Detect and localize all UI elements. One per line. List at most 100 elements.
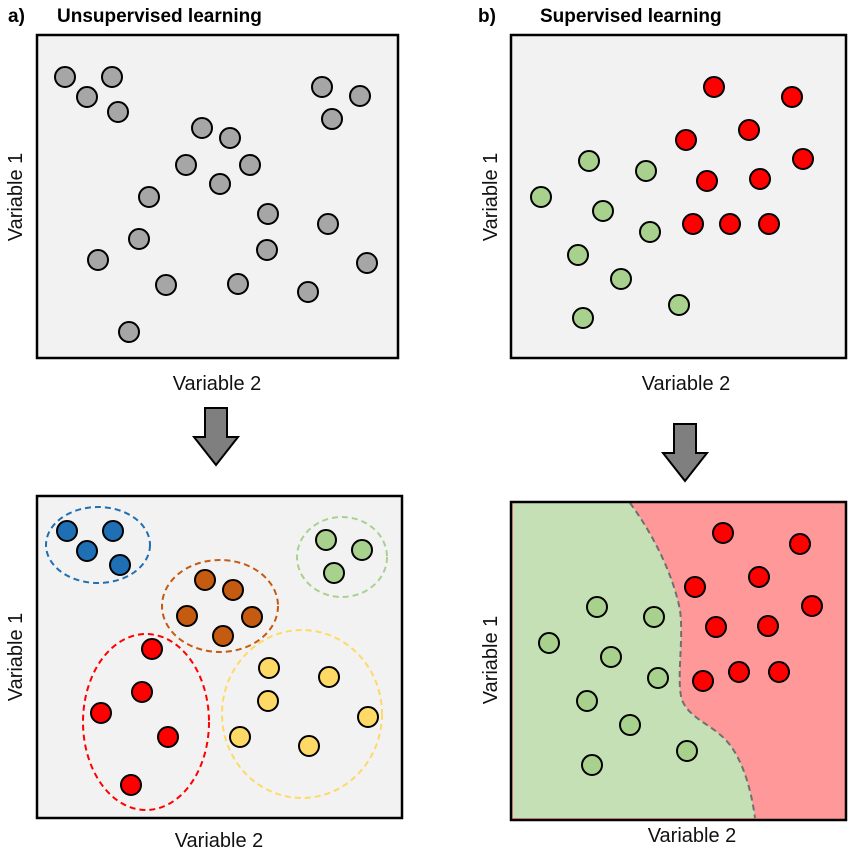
red-class-point <box>719 213 741 235</box>
green-cluster-point <box>315 529 337 551</box>
unlabeled-point <box>257 203 279 225</box>
panel-c-ylabel: Variable 1 <box>5 613 27 702</box>
green-class-point <box>600 646 622 668</box>
red-class-point <box>757 615 779 637</box>
green-class-point <box>643 606 665 628</box>
panel-b-title: Supervised learning <box>540 6 722 27</box>
red-class-point <box>682 213 704 235</box>
green-class-point <box>610 268 632 290</box>
green-class-point <box>639 221 661 243</box>
yellow-cluster-point <box>357 706 379 728</box>
unlabeled-point <box>191 117 213 139</box>
green-class-point <box>567 244 589 266</box>
green-class-point <box>576 690 598 712</box>
red-class-point <box>758 213 780 235</box>
red-class-point <box>684 576 706 598</box>
panel-a-ylabel: Variable 1 <box>5 153 27 242</box>
unlabeled-point <box>209 173 231 195</box>
red-class-point <box>675 129 697 151</box>
green-class-point <box>635 160 657 182</box>
unlabeled-point <box>239 154 261 176</box>
green-class-point <box>530 186 552 208</box>
arrow-b-to-d <box>660 423 710 483</box>
red-cluster-ellipse <box>82 633 210 811</box>
unlabeled-point <box>87 249 109 271</box>
panel-a-label: a) <box>8 6 25 27</box>
red-class-point <box>696 170 718 192</box>
panel-b-label: b) <box>478 6 496 27</box>
red-class-point <box>792 148 814 170</box>
blue-cluster-ellipse <box>45 506 151 584</box>
unlabeled-point <box>356 252 378 274</box>
unlabeled-point <box>54 66 76 88</box>
red-class-point <box>692 670 714 692</box>
brown-cluster-point <box>194 569 216 591</box>
panel-a-plot <box>35 33 400 360</box>
green-class-point <box>619 714 641 736</box>
red-class-point <box>705 616 727 638</box>
data-points <box>54 66 823 796</box>
yellow-cluster-ellipse <box>221 629 383 799</box>
panel-d-plot <box>509 500 848 822</box>
unlabeled-point <box>118 321 140 343</box>
decision-boundary <box>629 502 756 819</box>
green-class-point <box>647 667 669 689</box>
yellow-cluster-point <box>258 657 280 679</box>
red-class-point <box>749 168 771 190</box>
blue-cluster-point <box>109 554 131 576</box>
red-cluster-point <box>120 774 142 796</box>
green-class-point <box>676 740 698 762</box>
green-class-region <box>513 503 755 818</box>
red-class-point <box>748 566 770 588</box>
yellow-cluster-point <box>229 726 251 748</box>
red-cluster-point <box>141 638 163 660</box>
unlabeled-point <box>227 273 249 295</box>
panel-a-xlabel: Variable 2 <box>173 373 262 395</box>
yellow-cluster-point <box>298 735 320 757</box>
red-class-point <box>781 86 803 108</box>
yellow-cluster-point <box>257 690 279 712</box>
unlabeled-point <box>321 108 343 130</box>
red-cluster-point <box>131 681 153 703</box>
unlabeled-point <box>311 76 333 98</box>
red-cluster-point <box>157 726 179 748</box>
red-class-point <box>801 595 823 617</box>
unlabeled-point <box>138 186 160 208</box>
red-class-point <box>738 119 760 141</box>
red-class-point <box>768 661 790 683</box>
green-class-point <box>586 596 608 618</box>
panel-d-ylabel: Variable 1 <box>480 616 502 705</box>
unlabeled-point <box>256 239 278 261</box>
green-class-point <box>668 294 690 316</box>
brown-cluster-point <box>222 579 244 601</box>
blue-cluster-point <box>56 520 78 542</box>
unlabeled-point <box>101 66 123 88</box>
unlabeled-point <box>107 101 129 123</box>
cluster-ellipses <box>45 506 388 811</box>
green-class-point <box>581 754 603 776</box>
red-class-point <box>712 522 734 544</box>
red-class-point <box>728 661 750 683</box>
unlabeled-point <box>349 85 371 107</box>
green-cluster-point <box>323 562 345 584</box>
red-cluster-point <box>90 702 112 724</box>
panel-b-xlabel: Variable 2 <box>642 373 731 395</box>
panel-d-xlabel: Variable 2 <box>648 825 737 847</box>
green-class-point <box>592 200 614 222</box>
green-cluster-point <box>351 539 373 561</box>
blue-cluster-point <box>76 540 98 562</box>
brown-cluster-point <box>212 625 234 647</box>
arrow-a-to-c <box>191 407 241 467</box>
unlabeled-point <box>219 127 241 149</box>
green-class-point <box>572 307 594 329</box>
blue-cluster-point <box>102 520 124 542</box>
panel-b-ylabel: Variable 1 <box>480 153 502 242</box>
unlabeled-point <box>317 213 339 235</box>
unlabeled-point <box>76 86 98 108</box>
unlabeled-point <box>155 274 177 296</box>
green-class-point <box>538 632 560 654</box>
unlabeled-point <box>297 281 319 303</box>
yellow-cluster-point <box>318 666 340 688</box>
unlabeled-point <box>175 154 197 176</box>
